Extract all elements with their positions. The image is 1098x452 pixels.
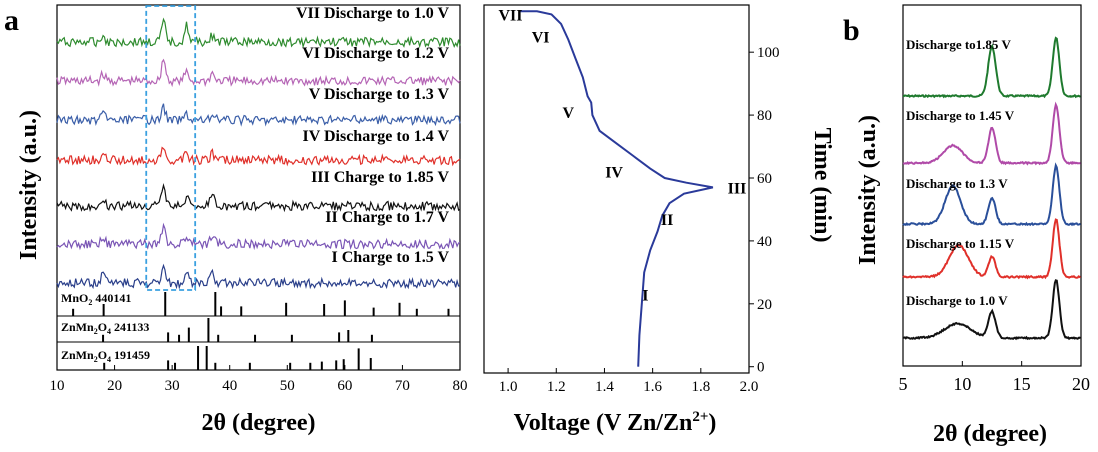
stage-annotation: VI [532, 29, 550, 46]
zoom-series-label: Discharge to 1.0 V [906, 293, 1008, 308]
reference-label: ZnMn2O4 241133 [61, 320, 149, 336]
zoom-series-label: Discharge to 1.3 V [906, 176, 1008, 191]
reference-label-part: 440141 [92, 291, 131, 305]
xrd-series-label: V Discharge to 1.3 V [309, 86, 450, 103]
reference-label: MnO2 440141 [61, 291, 131, 307]
x-tick-label: 50 [280, 378, 295, 394]
voltage-curve [520, 10, 714, 367]
zoom-series-line [902, 101, 1081, 166]
zoom-series-line [902, 162, 1081, 227]
x-tick-label: 2.0 [740, 379, 759, 395]
xrd-series-line [56, 17, 461, 49]
x-tick-label: 80 [453, 378, 468, 394]
stage-annotation: I [642, 287, 648, 304]
reference-label-subscript: 4 [107, 355, 111, 364]
zoom-series-line [902, 279, 1082, 341]
xrd-series-line [56, 146, 461, 167]
reference-label-part: 241133 [111, 320, 149, 334]
x-tick-label: 1.2 [547, 379, 566, 395]
xrd-frame [56, 4, 461, 371]
xrd-series-line [56, 58, 461, 88]
reference-label-part: O [98, 348, 107, 362]
x-tick-label: 20 [1072, 374, 1090, 394]
reference-label-part: 191459 [111, 348, 150, 362]
stage-annotation: IV [605, 165, 623, 182]
x-tick-label: 1.8 [691, 379, 710, 395]
x-axis-label: 2θ (degree) [201, 410, 315, 436]
x-axis-label: Voltage (V Zn/Zn2+) [514, 409, 717, 436]
zoom-series-label: Discharge to1.85 V [906, 37, 1011, 52]
xrd-series-line [56, 222, 461, 251]
x-tick-label: 15 [1013, 374, 1031, 394]
x-tick-label: 30 [165, 378, 180, 394]
reference-label-subscript: 4 [107, 327, 111, 336]
x-axis-label-part: ) [708, 410, 716, 436]
reference-label-part: ZnMn [61, 320, 94, 334]
zoom-series-label: Discharge to 1.15 V [906, 236, 1015, 251]
y-axis-label: Intensity (a.u.) [16, 110, 42, 260]
reference-label-subscript: 2 [88, 298, 92, 307]
y-tick-label: 20 [757, 297, 772, 313]
xrd-series-label: IV Discharge to 1.4 V [302, 128, 449, 145]
xrd-series-label: II Charge to 1.7 V [325, 209, 449, 226]
x-tick-label: 10 [50, 378, 65, 394]
xrd-series-label: III Charge to 1.85 V [311, 169, 449, 186]
zoom-series-label: Discharge to 1.45 V [906, 108, 1015, 123]
zoom-series-line [902, 218, 1081, 280]
x-tick-label: 10 [953, 374, 971, 394]
reference-label-part: ZnMn [61, 348, 94, 362]
reference-label-subscript: 2 [94, 355, 98, 364]
y-tick-label: 60 [757, 171, 772, 187]
stage-annotation: III [728, 180, 747, 197]
y-tick-label: 40 [757, 234, 772, 250]
x-tick-label: 70 [395, 378, 410, 394]
xrd-series-label: VI Discharge to 1.2 V [302, 45, 449, 62]
reference-label-part: O [98, 320, 107, 334]
xrd-series-line [56, 183, 461, 213]
x-tick-label: 40 [222, 378, 237, 394]
x-tick-label: 60 [337, 378, 352, 394]
xrd-series-label: I Charge to 1.5 V [332, 249, 450, 266]
vt-frame [483, 4, 750, 374]
stage-annotation: VII [498, 7, 522, 24]
x-tick-label: 1.6 [643, 379, 662, 395]
panel-label-a: a [4, 4, 19, 37]
stage-annotation: V [563, 105, 575, 122]
xrd-series-label: VII Discharge to 1.0 V [296, 5, 449, 22]
y-tick-label: 100 [757, 45, 780, 61]
x-axis-label-superscript: 2+ [692, 409, 708, 425]
reference-label-part: MnO [61, 291, 88, 305]
zoom-frame [902, 4, 1082, 367]
zoom-xrd-plot: Discharge to1.85 V Discharge to 1.45 V Dis… [855, 4, 1090, 447]
xrd-series-line [56, 103, 461, 127]
x-tick-label: 1.0 [499, 379, 518, 395]
xrd-series-line [56, 263, 461, 290]
panel-label-b: b [843, 14, 860, 47]
x-tick-label: 20 [107, 378, 122, 394]
x-axis-label-part: Voltage (V Zn/Zn [514, 410, 693, 436]
x-axis-label: 2θ (degree) [933, 421, 1047, 447]
stage-annotation: II [661, 212, 673, 229]
y-axis-label: Intensity (a.u.) [855, 115, 881, 265]
highlight-box [145, 5, 197, 291]
y-axis-label: Time (min) [809, 128, 835, 243]
zoom-series-line [902, 36, 1081, 99]
y-tick-label: 80 [757, 108, 772, 124]
xrd-plot: VII Discharge to 1.0 V VI Discharge to 1.… [16, 4, 468, 436]
y-tick-label: 0 [757, 360, 765, 376]
x-tick-label: 1.4 [595, 379, 614, 395]
reference-label-subscript: 2 [94, 327, 98, 336]
reference-label: ZnMn2O4 191459 [61, 348, 150, 364]
x-tick-label: 5 [899, 374, 908, 394]
